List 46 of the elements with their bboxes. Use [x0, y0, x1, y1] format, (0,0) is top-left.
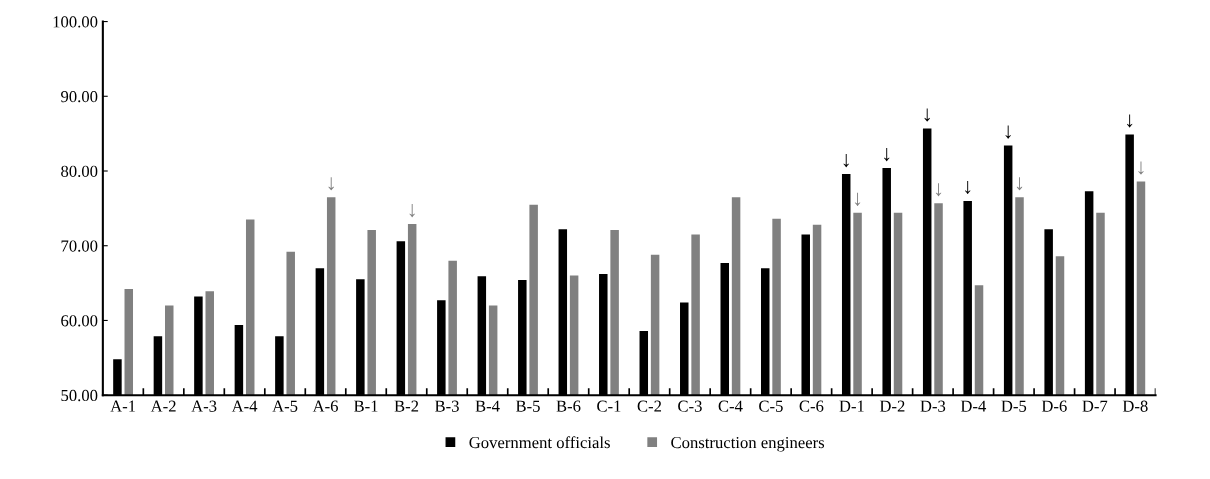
x-tick-label: B-4	[475, 400, 500, 412]
x-tick-label: D-1	[839, 400, 864, 412]
x-tick-label: B-6	[556, 400, 581, 412]
annotation: ↓	[1005, 125, 1011, 139]
x-tick-label: B-5	[515, 400, 540, 412]
annotation: ↓	[965, 180, 971, 195]
annotation: ↓	[1016, 177, 1023, 191]
x-tick-label: D-2	[879, 400, 905, 412]
x-tick-label: D-8	[1122, 400, 1148, 412]
x-tick-label: A-6	[312, 400, 338, 412]
legend-label: Construction engineers	[671, 436, 825, 452]
annotation: ↓	[924, 108, 930, 122]
annotation: ↓	[1127, 114, 1133, 128]
x-tick-label: C-5	[759, 400, 783, 412]
y-tick-label: 50.00	[61, 389, 98, 402]
x-tick-label: D-4	[960, 400, 987, 412]
legend-label: Government officials	[469, 436, 610, 449]
x-tick-label: B-3	[434, 400, 459, 412]
x-tick-label: D-7	[1082, 400, 1108, 412]
x-tick-label: C-1	[597, 400, 621, 412]
x-tick-label: D-6	[1041, 400, 1067, 412]
x-tick-label: A-5	[272, 400, 298, 412]
x-tick-label: A-3	[191, 400, 217, 412]
y-tick-label: 100.00	[53, 16, 98, 28]
x-tick-label: B-2	[394, 400, 419, 412]
annotation: ↓	[409, 204, 415, 218]
x-tick-label: A-1	[110, 400, 136, 412]
y-tick-label: 70.00	[61, 240, 98, 252]
y-tick-label: 80.00	[61, 165, 98, 178]
annotation: ↓	[1138, 161, 1144, 175]
x-tick-label: C-2	[637, 400, 662, 412]
annotation: ↓	[328, 177, 334, 191]
y-tick-label: 90.00	[61, 90, 98, 103]
x-tick-label: C-6	[799, 400, 824, 412]
x-tick-label: D-3	[920, 400, 946, 412]
annotation: ↓	[843, 153, 849, 168]
x-tick-label: C-3	[678, 400, 702, 412]
annotation: ↓	[935, 183, 942, 197]
annotation: ↓	[884, 148, 890, 162]
y-tick-label: 60.00	[61, 315, 98, 327]
annotation: ↓	[854, 192, 861, 206]
x-tick-label: B-1	[354, 400, 378, 412]
x-tick-label: C-4	[718, 400, 743, 412]
x-tick-label: A-4	[231, 400, 258, 412]
x-tick-label: A-2	[150, 400, 176, 412]
x-tick-label: D-5	[1001, 400, 1027, 412]
